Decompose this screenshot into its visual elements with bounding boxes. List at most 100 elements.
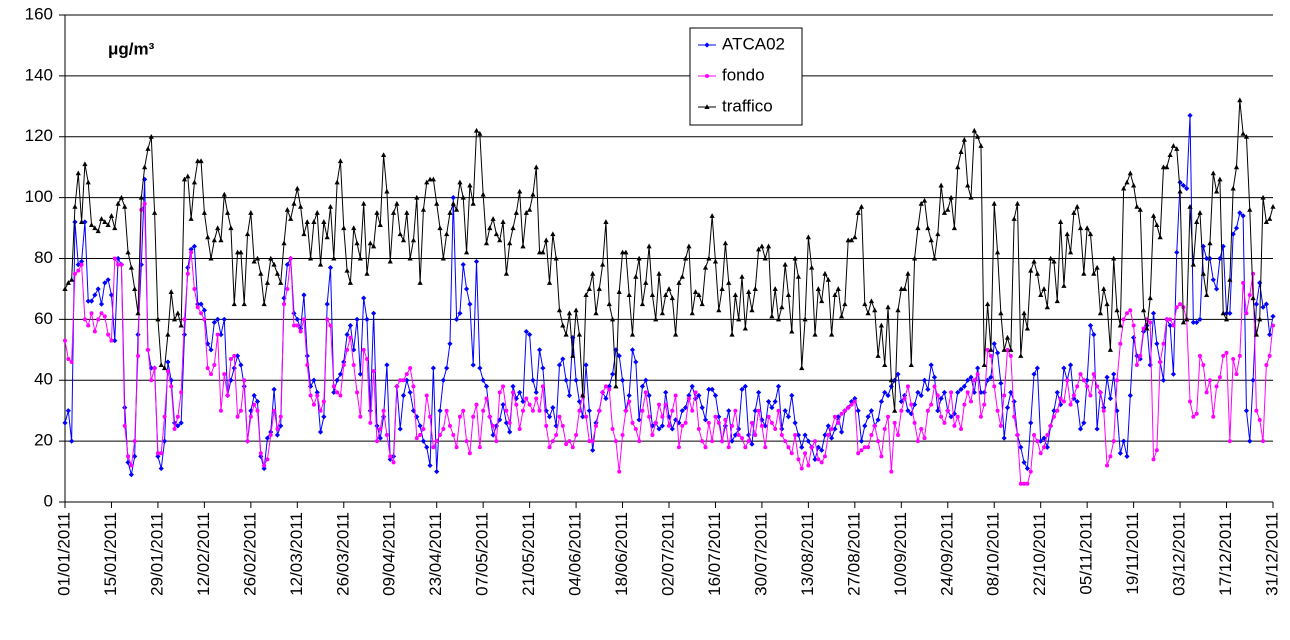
marker xyxy=(1114,307,1120,313)
marker xyxy=(305,363,310,368)
marker xyxy=(361,347,366,352)
marker xyxy=(99,311,104,316)
marker xyxy=(189,250,194,255)
marker xyxy=(381,408,386,413)
marker xyxy=(992,384,997,389)
marker xyxy=(1267,353,1272,358)
marker xyxy=(138,261,144,268)
marker xyxy=(1111,439,1116,444)
marker xyxy=(849,402,854,407)
marker xyxy=(759,243,765,249)
marker xyxy=(888,383,894,389)
marker xyxy=(1204,390,1209,395)
marker xyxy=(69,438,75,444)
marker xyxy=(424,444,430,450)
marker xyxy=(212,363,217,368)
marker xyxy=(556,307,563,313)
marker xyxy=(92,292,98,298)
marker xyxy=(885,304,891,310)
marker xyxy=(875,353,881,358)
marker xyxy=(294,185,300,191)
marker xyxy=(410,237,417,243)
marker xyxy=(534,396,539,401)
marker xyxy=(676,420,682,426)
marker xyxy=(128,264,134,270)
marker xyxy=(911,255,918,261)
marker xyxy=(819,298,825,304)
marker xyxy=(374,439,379,444)
marker xyxy=(783,439,788,444)
marker xyxy=(898,286,904,291)
marker xyxy=(1263,301,1269,307)
marker xyxy=(550,231,556,237)
marker xyxy=(234,353,241,359)
marker xyxy=(254,398,261,405)
marker xyxy=(772,286,778,291)
marker xyxy=(1004,405,1011,411)
x-tick-label: 29/01/2011 xyxy=(147,512,166,596)
marker xyxy=(1124,179,1130,185)
marker xyxy=(1253,301,1260,307)
marker xyxy=(384,362,390,368)
marker xyxy=(587,439,592,444)
marker xyxy=(712,258,719,264)
marker xyxy=(765,243,772,249)
marker xyxy=(1233,164,1240,170)
marker xyxy=(560,356,566,362)
marker xyxy=(938,395,944,402)
marker xyxy=(805,234,811,240)
marker xyxy=(1097,310,1104,316)
marker xyxy=(215,316,221,322)
marker xyxy=(959,426,964,431)
marker xyxy=(789,451,794,456)
marker xyxy=(825,277,831,282)
marker xyxy=(799,466,804,471)
marker xyxy=(1137,207,1143,212)
marker xyxy=(484,396,489,401)
marker xyxy=(733,408,738,413)
legend-label: fondo xyxy=(722,65,765,84)
marker xyxy=(799,444,805,450)
marker xyxy=(550,405,556,411)
marker xyxy=(88,222,95,228)
marker xyxy=(825,423,831,429)
marker xyxy=(1167,322,1173,329)
marker xyxy=(1111,255,1117,261)
marker xyxy=(978,143,984,148)
marker xyxy=(663,402,668,407)
marker xyxy=(769,405,775,411)
marker xyxy=(228,225,234,231)
marker xyxy=(1213,286,1220,292)
marker xyxy=(387,258,393,264)
marker xyxy=(1223,316,1230,322)
marker xyxy=(570,445,575,450)
marker xyxy=(321,414,327,420)
marker xyxy=(79,262,84,267)
marker xyxy=(96,317,101,322)
marker xyxy=(696,426,701,431)
marker xyxy=(633,426,638,431)
marker xyxy=(1184,316,1190,322)
marker xyxy=(815,444,821,450)
marker xyxy=(1210,277,1216,283)
marker xyxy=(902,396,907,401)
marker xyxy=(1138,353,1143,358)
marker xyxy=(1064,231,1070,237)
x-tick-label: 01/01/2011 xyxy=(54,512,73,596)
marker xyxy=(1004,334,1011,340)
marker xyxy=(1117,322,1123,328)
marker xyxy=(327,265,334,271)
marker xyxy=(703,445,708,450)
marker xyxy=(994,350,1001,356)
marker xyxy=(647,414,652,419)
marker xyxy=(809,445,814,450)
marker xyxy=(719,286,725,291)
marker xyxy=(882,389,888,396)
marker xyxy=(347,322,354,329)
marker xyxy=(752,286,758,291)
marker xyxy=(892,420,897,425)
marker xyxy=(1001,435,1007,441)
marker xyxy=(245,439,250,444)
marker xyxy=(886,414,891,419)
marker xyxy=(391,460,396,465)
